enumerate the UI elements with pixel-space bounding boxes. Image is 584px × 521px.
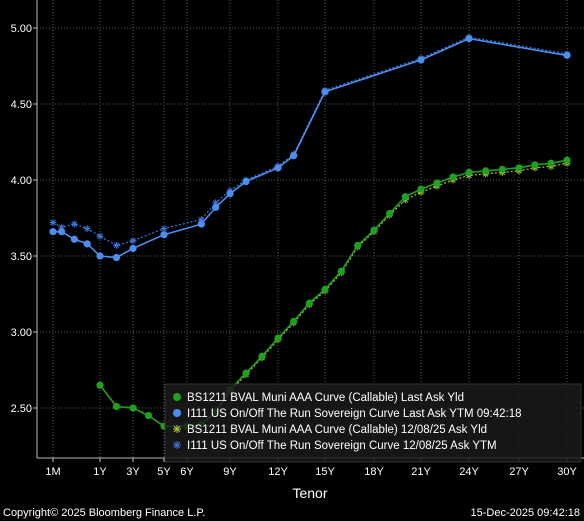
x-axis-title: Tenor (292, 485, 327, 501)
data-point (401, 193, 409, 201)
series-line (53, 37, 568, 259)
data-point (321, 88, 329, 96)
series-line (52, 36, 568, 247)
data-point (83, 225, 91, 233)
data-point (290, 317, 298, 325)
legend-item[interactable]: I111 US On/Off The Run Sovereign Curve 1… (173, 440, 497, 452)
data-point (57, 228, 66, 236)
data-point (274, 164, 282, 172)
legend-label: I111 US On/Off The Run Sovereign Curve L… (187, 408, 522, 420)
legend-label: BS1211 BVAL Muni AAA Curve (Callable) 12… (187, 424, 487, 436)
x-tick-label: 30Y (557, 466, 577, 478)
data-point (96, 252, 104, 260)
data-point (129, 404, 137, 412)
legend-box (164, 383, 582, 463)
data-point (370, 226, 378, 234)
data-point (112, 402, 121, 411)
x-tick-label: 18Y (364, 466, 384, 478)
data-point (49, 219, 57, 227)
data-point (305, 299, 313, 307)
data-point (242, 177, 250, 186)
data-point (482, 167, 490, 175)
data-point (226, 190, 234, 198)
data-point (160, 225, 168, 233)
x-tick-label: 1Y (93, 466, 107, 478)
data-point (547, 159, 555, 167)
data-point (417, 56, 425, 64)
legend-label: BS1211 BVAL Muni AAA Curve (Callable) La… (187, 392, 464, 404)
data-point (70, 235, 78, 243)
x-tick-label: 3Y (126, 466, 140, 478)
data-point (129, 244, 137, 252)
data-point (290, 152, 298, 160)
y-tick-label: 4.50 (11, 99, 32, 111)
data-point (113, 241, 120, 249)
data-point (321, 285, 329, 294)
series-layer (49, 33, 571, 430)
data-point (212, 203, 220, 211)
data-point (449, 173, 457, 181)
data-point (433, 179, 441, 187)
data-point (417, 185, 425, 193)
data-point (563, 156, 571, 164)
data-point (498, 165, 506, 173)
data-point (337, 267, 345, 275)
data-point (144, 412, 153, 420)
timestamp-text: 15-Dec-2025 09:42:18 (470, 507, 580, 519)
data-point (49, 228, 57, 236)
data-point (96, 232, 104, 240)
x-tick-label: 24Y (459, 466, 479, 478)
y-tick-label: 4.00 (11, 175, 32, 187)
data-point (96, 381, 104, 389)
x-tick-label: 6Y (180, 466, 194, 478)
y-tick-label: 3.00 (11, 327, 32, 339)
data-point (515, 164, 523, 172)
data-point (465, 35, 473, 43)
data-point (531, 161, 539, 169)
y-tick-label: 2.50 (11, 403, 32, 415)
x-tick-label: 12Y (268, 466, 288, 478)
data-point (112, 253, 121, 262)
legend-dot-icon (173, 393, 181, 401)
legend-item[interactable]: I111 US On/Off The Run Sovereign Curve L… (173, 408, 522, 420)
y-axis-ticks: 2.50 3.00 3.50 4.00 4.50 5.00 (11, 23, 37, 415)
x-tick-label: 15Y (315, 466, 335, 478)
data-point (160, 231, 168, 239)
legend-asterisk-icon (173, 441, 181, 449)
data-point (563, 51, 571, 59)
legend[interactable]: BS1211 BVAL Muni AAA Curve (Callable) La… (164, 383, 582, 463)
data-point (242, 369, 250, 377)
data-point (83, 240, 91, 248)
data-point (129, 237, 137, 245)
series-2 (49, 35, 571, 262)
x-tick-label: 21Y (411, 466, 431, 478)
x-tick-label: 1M (45, 466, 60, 478)
copyright-text: Copyright© 2025 Bloomberg Finance L.P. (3, 507, 206, 519)
legend-label: I111 US On/Off The Run Sovereign Curve 1… (187, 440, 497, 452)
data-point (70, 220, 78, 228)
data-point (386, 209, 394, 218)
data-point (197, 220, 205, 228)
x-tick-label: 5Y (157, 466, 171, 478)
legend-item[interactable]: BS1211 BVAL Muni AAA Curve (Callable) 12… (173, 424, 487, 436)
x-tick-label: 9Y (223, 466, 237, 478)
legend-asterisk-icon (173, 425, 181, 433)
legend-dot-icon (173, 409, 181, 417)
legend-item[interactable]: BS1211 BVAL Muni AAA Curve (Callable) La… (173, 392, 464, 404)
series-4 (49, 33, 571, 249)
y-tick-label: 3.50 (11, 251, 32, 263)
y-tick-label: 5.00 (11, 23, 32, 35)
data-point (465, 168, 473, 176)
x-tick-label: 27Y (509, 466, 529, 478)
data-point (274, 334, 282, 342)
x-axis-ticks: 1M 1Y 3Y 5Y 6Y 9Y 12Y 15Y 18Y 21Y 24Y 27Y 30Y (45, 458, 577, 478)
data-point (258, 352, 266, 360)
data-point (354, 241, 362, 249)
